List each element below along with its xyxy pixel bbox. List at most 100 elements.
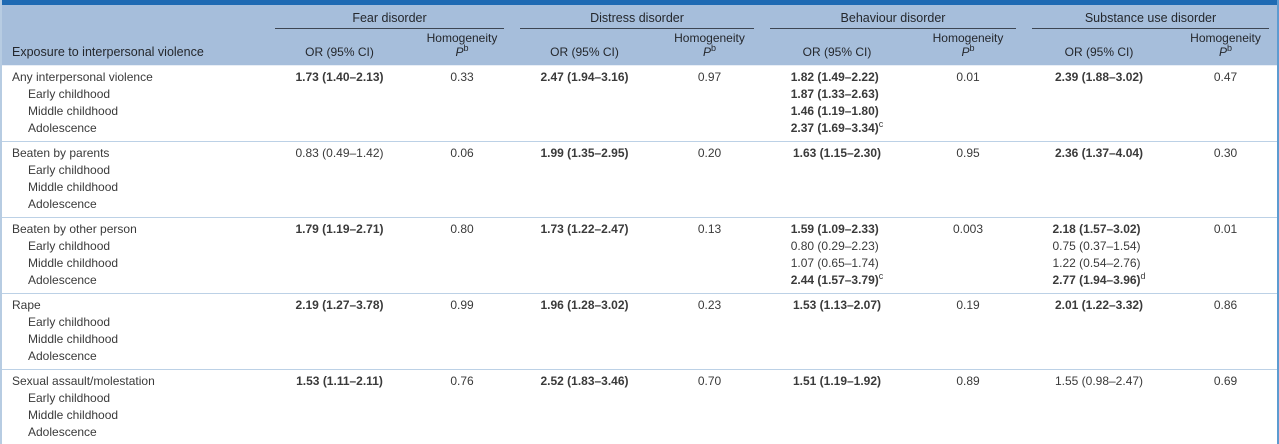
or-values: 2.18 (1.57–3.02) 0.75 (0.37–1.54) 1.22 (0.…: [1052, 221, 1145, 289]
or-value: 1.99 (1.35–2.95): [540, 146, 629, 160]
p-value: 0.80: [450, 222, 474, 236]
substance-or-cell: 2.01 (1.22–3.32): [1024, 294, 1174, 370]
homogeneity-header-substance: Homogeneity Pb: [1190, 31, 1261, 59]
p-value: 0.95: [956, 146, 980, 160]
fear-or-cell: 1.53 (1.11–2.11): [267, 370, 412, 444]
fear-or-cell: 2.19 (1.27–3.78): [267, 294, 412, 370]
fear-or-cell: 0.83 (0.49–1.42): [267, 142, 412, 218]
or-value: 1.22 (0.54–2.76): [1052, 256, 1141, 270]
column-group-behaviour: Behaviour disorder: [762, 5, 1024, 29]
or-value: 2.18 (1.57–3.02): [1052, 222, 1141, 236]
or-value: 1.79 (1.19–2.71): [295, 222, 384, 236]
or-header-substance: OR (95% CI): [1064, 45, 1134, 59]
or-values: 0.83 (0.49–1.42): [295, 145, 383, 162]
or-values: 2.19 (1.27–3.78): [295, 297, 383, 314]
exposure-cell: Rape Early childhood Middle childhood Adole…: [2, 294, 267, 370]
table-row: Any interpersonal violence Early childhoo…: [2, 65, 1277, 142]
or-header-fear: OR (95% CI): [305, 45, 374, 59]
or-value: 2.01 (1.22–3.32): [1054, 298, 1144, 312]
fear-homogeneity-p-cell: 0.99: [412, 294, 512, 370]
column-group-label: Fear disorder: [352, 11, 427, 25]
or-values: 1.99 (1.35–2.95): [540, 145, 628, 162]
exposure-label: Beaten by other person: [12, 222, 137, 236]
distress-or-cell: 2.47 (1.94–3.16): [512, 66, 657, 142]
behaviour-or-cell: 1.63 (1.15–2.30): [762, 142, 912, 218]
distress-or-cell: 1.73 (1.22–2.47): [512, 218, 657, 294]
column-group-substance: Substance use disorder: [1024, 5, 1277, 29]
or-value: 2.44 (1.57–3.79)c: [790, 271, 884, 288]
or-value: 0.80 (0.29–2.23): [790, 239, 879, 253]
table-row: Sexual assault/molestation Early childhoo…: [2, 369, 1277, 444]
fear-homogeneity-p-cell: 0.33: [412, 66, 512, 142]
or-value: 1.51 (1.19–1.92): [792, 374, 882, 388]
exposure-label: Rape: [12, 298, 41, 312]
or-value: 1.73 (1.22–2.47): [540, 222, 629, 236]
p-value: 0.97: [697, 70, 722, 84]
age-period-label: Middle childhood: [28, 256, 119, 270]
age-period-label: Adolescence: [28, 273, 97, 287]
or-value: 2.37 (1.69–3.34)c: [790, 119, 884, 136]
table-row: Rape Early childhood Middle childhood Adole…: [2, 293, 1277, 370]
column-group-distress: Distress disorder: [512, 5, 762, 29]
behaviour-homogeneity-p-cell: 0.19: [912, 294, 1024, 370]
substance-homogeneity-p-cell: 0.01: [1174, 218, 1277, 294]
or-values: 1.53 (1.13–2.07): [793, 297, 881, 314]
or-values: 1.73 (1.40–2.13): [295, 69, 383, 86]
p-value: 0.86: [1213, 298, 1238, 312]
or-values: 2.39 (1.88–3.02): [1055, 69, 1143, 86]
p-value: 0.89: [956, 374, 980, 388]
or-values: 1.55 (0.98–2.47): [1055, 373, 1143, 390]
distress-homogeneity-p-cell: 0.23: [657, 294, 762, 370]
exposure-cell: Beaten by parents Early childhood Middle c…: [2, 142, 267, 218]
distress-or-cell: 2.52 (1.83–3.46): [512, 370, 657, 444]
fear-homogeneity-p-cell: 0.76: [412, 370, 512, 444]
or-values: 1.96 (1.28–3.02): [540, 297, 628, 314]
or-values: 2.01 (1.22–3.32): [1055, 297, 1143, 314]
substance-homogeneity-p-cell: 0.69: [1174, 370, 1277, 444]
or-value: 1.46 (1.19–1.80): [790, 104, 879, 118]
table-row: Beaten by parents Early childhood Middle c…: [2, 141, 1277, 218]
results-table: Fear disorder Distress disorder Behaviou…: [2, 5, 1277, 444]
substance-or-cell: 2.18 (1.57–3.02) 0.75 (0.37–1.54) 1.22 (0.…: [1024, 218, 1174, 294]
exposure-label: Any interpersonal violence: [12, 70, 153, 84]
or-value: 2.47 (1.94–3.16): [540, 70, 629, 84]
or-value: 1.73 (1.40–2.13): [295, 70, 384, 84]
or-value: 2.36 (1.37–4.04): [1054, 146, 1144, 160]
or-values: 2.36 (1.37–4.04): [1055, 145, 1143, 162]
behaviour-or-cell: 1.51 (1.19–1.92): [762, 370, 912, 444]
or-value: 0.83 (0.49–1.42): [295, 146, 384, 160]
or-value: 1.59 (1.09–2.33): [790, 222, 879, 236]
age-period-label: Middle childhood: [28, 408, 119, 422]
or-values: 1.79 (1.19–2.71): [295, 221, 383, 238]
table-row: Beaten by other person Early childhood Mid…: [2, 217, 1277, 294]
footnote-marker: c: [878, 271, 884, 281]
homogeneity-header-behaviour: Homogeneity Pb: [932, 31, 1004, 59]
or-value: 2.39 (1.88–3.02): [1054, 70, 1144, 84]
p-value: 0.003: [952, 222, 984, 236]
exposure-cell: Beaten by other person Early childhood Mid…: [2, 218, 267, 294]
p-value: 0.01: [956, 70, 980, 84]
age-period-label: Early childhood: [28, 315, 111, 329]
column-subheader-row: Exposure to interpersonal violence OR (9…: [2, 29, 1277, 66]
column-group-label: Substance use disorder: [1084, 11, 1217, 25]
substance-homogeneity-p-cell: 0.86: [1174, 294, 1277, 370]
stub-spacer: [2, 5, 267, 29]
age-period-label: Middle childhood: [28, 180, 119, 194]
distress-homogeneity-p-cell: 0.97: [657, 66, 762, 142]
or-value: 1.63 (1.15–2.30): [792, 146, 882, 160]
or-header-behaviour: OR (95% CI): [802, 45, 872, 59]
substance-homogeneity-p-cell: 0.30: [1174, 142, 1277, 218]
p-value: 0.76: [450, 374, 474, 388]
p-value: 0.06: [450, 146, 474, 160]
p-value: 0.30: [1213, 146, 1238, 160]
behaviour-homogeneity-p-cell: 0.003: [912, 218, 1024, 294]
age-period-label: Middle childhood: [28, 104, 119, 118]
fear-homogeneity-p-cell: 0.06: [412, 142, 512, 218]
footnote-marker: c: [878, 119, 884, 129]
behaviour-homogeneity-p-cell: 0.01: [912, 66, 1024, 142]
column-group-label: Distress disorder: [590, 11, 684, 25]
behaviour-homogeneity-p-cell: 0.95: [912, 142, 1024, 218]
age-period-label: Adolescence: [28, 121, 97, 135]
substance-or-cell: 2.39 (1.88–3.02): [1024, 66, 1174, 142]
